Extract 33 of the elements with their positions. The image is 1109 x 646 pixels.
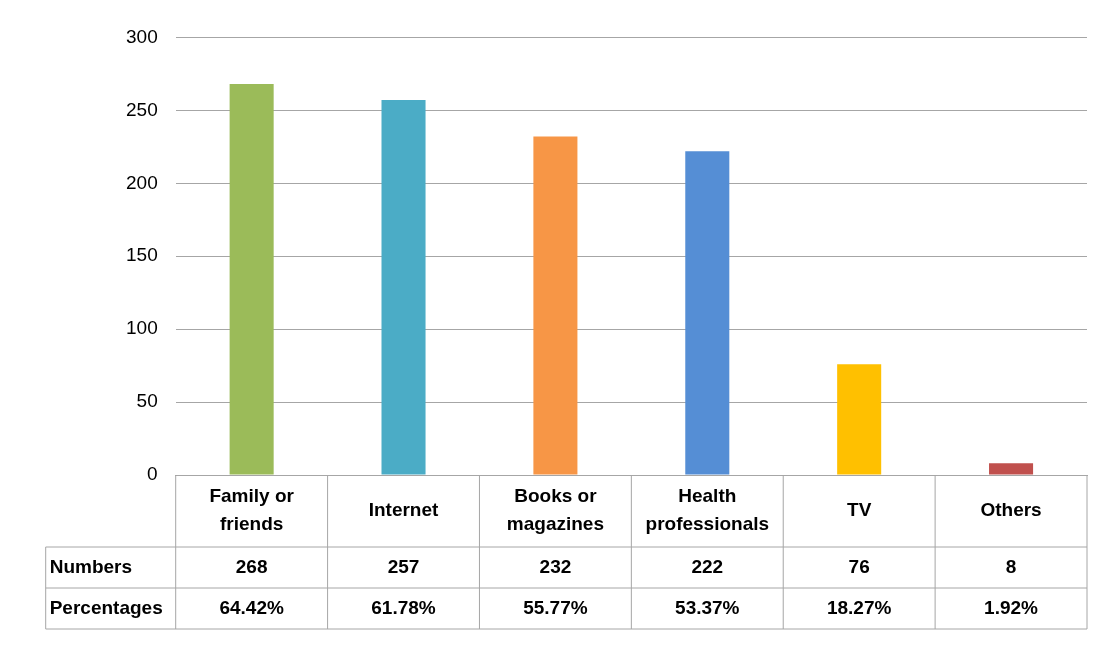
bar — [533, 136, 578, 475]
text: 55.77% — [523, 596, 588, 618]
y-tick-label: 150 — [126, 244, 158, 266]
bar — [989, 463, 1034, 475]
x-tick-label: Health professionals — [645, 485, 770, 535]
data-label: 232 — [539, 555, 572, 577]
text: Percentages — [49, 596, 163, 618]
data-label: 76 — [848, 555, 870, 577]
y-tick-label: 0 — [147, 463, 158, 485]
x-tick-label: Family or friends — [209, 485, 295, 535]
text: 53.37% — [675, 596, 740, 618]
text: 1.92% — [984, 596, 1039, 618]
data-label: 222 — [691, 555, 724, 577]
data-label: 268 — [235, 555, 268, 577]
text: 61.78% — [371, 596, 436, 618]
text: 18.27% — [826, 596, 892, 618]
data-label: 257 — [387, 555, 420, 577]
x-tick-label: Books or magazines — [506, 485, 604, 535]
y-tick-label: 300 — [126, 25, 158, 47]
bar — [381, 100, 426, 475]
y-tick-label: 200 — [126, 171, 158, 193]
bar — [685, 151, 730, 475]
x-tick-label: Internet — [368, 499, 440, 521]
bar — [229, 84, 274, 475]
text: 64.42% — [219, 596, 284, 618]
y-tick-label: 100 — [126, 317, 158, 339]
data-label: 8 — [1005, 555, 1017, 577]
text: Numbers — [49, 555, 133, 577]
y-tick-label: 50 — [136, 390, 158, 412]
bar — [837, 364, 882, 475]
y-tick-label: 250 — [126, 98, 158, 120]
x-tick-label: TV — [847, 499, 872, 521]
x-tick-label: Others — [980, 499, 1042, 521]
